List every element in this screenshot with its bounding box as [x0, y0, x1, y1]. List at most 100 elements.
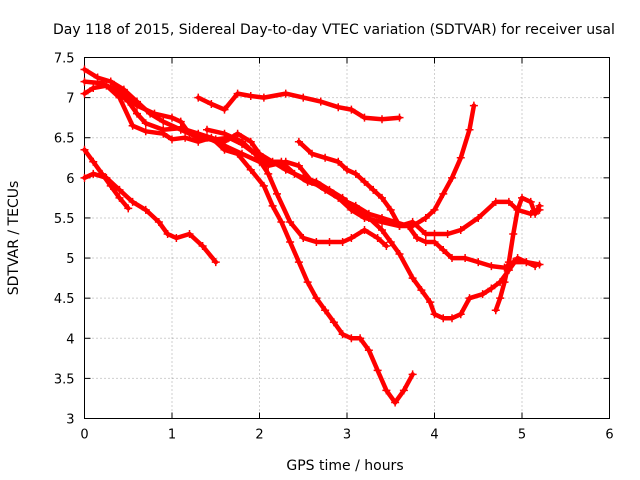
data-point: [198, 242, 207, 251]
data-point: [487, 262, 496, 271]
data-point: [487, 284, 496, 293]
series-line: [296, 103, 477, 229]
data-point: [347, 105, 356, 114]
data-point: [373, 366, 382, 375]
data-point: [102, 173, 111, 182]
data-point: [220, 145, 229, 154]
data-point: [259, 93, 268, 102]
data-point: [378, 225, 386, 234]
data-point: [338, 238, 347, 247]
data-point: [408, 274, 417, 283]
data-point: [500, 278, 509, 287]
data-point: [386, 238, 395, 247]
x-axis-title: GPS time / hours: [286, 458, 403, 474]
data-point: [146, 109, 155, 118]
data-point: [408, 370, 417, 379]
data-point: [430, 238, 439, 247]
series-6: [80, 169, 220, 267]
data-point: [395, 113, 404, 122]
data-point: [448, 314, 456, 323]
data-point: [312, 238, 321, 247]
y-tick-label: 6.5: [54, 132, 75, 147]
series-line: [493, 195, 542, 313]
data-point: [286, 238, 295, 247]
series-10: [491, 193, 544, 315]
data-point: [316, 181, 325, 190]
data-point: [80, 173, 89, 182]
data-point: [128, 121, 137, 130]
data-point: [207, 100, 216, 109]
data-point: [456, 225, 465, 234]
data-point: [102, 81, 111, 90]
x-tick-label: 0: [80, 428, 88, 443]
data-point: [334, 103, 343, 112]
data-point: [535, 260, 544, 269]
data-point: [491, 306, 500, 315]
series-3: [80, 77, 391, 251]
data-point: [124, 97, 133, 106]
data-point: [382, 386, 391, 395]
data-point: [251, 149, 260, 158]
data-point: [294, 137, 303, 146]
data-point: [395, 250, 404, 259]
data-point: [448, 173, 456, 182]
data-point: [277, 157, 286, 166]
data-point: [518, 193, 526, 202]
data-point: [474, 258, 483, 267]
tick-marks: [84, 57, 610, 419]
series-1: [194, 89, 404, 124]
data-point: [535, 201, 544, 210]
x-tick-label: 2: [255, 428, 263, 443]
data-point: [128, 197, 137, 206]
data-point: [456, 310, 465, 319]
data-point: [181, 133, 190, 142]
series-line: [82, 83, 415, 405]
data-point: [303, 177, 312, 186]
data-point: [369, 185, 378, 194]
x-tick-label: 5: [518, 428, 526, 443]
data-point: [299, 234, 308, 242]
data-point: [360, 113, 369, 122]
data-point: [159, 117, 168, 126]
data-point: [220, 129, 229, 138]
data-point: [448, 254, 456, 263]
y-tick-labels: 3 3.5 4 4.5 5 5.5 6 6.5 7 7.5: [54, 52, 75, 428]
data-point: [325, 238, 334, 247]
data-point: [378, 193, 386, 202]
y-tick-label: 7.5: [54, 52, 75, 67]
data-point: [526, 197, 535, 206]
data-point: [347, 334, 356, 343]
data-point: [89, 83, 98, 92]
data-point: [364, 346, 373, 355]
data-point: [168, 135, 176, 144]
data-point: [308, 149, 316, 158]
data-point: [246, 137, 255, 146]
chart-title: Day 118 of 2015, Sidereal Day-to-day VTE…: [53, 22, 615, 38]
data-point: [194, 133, 203, 142]
data-point: [347, 234, 356, 242]
data-point: [496, 294, 505, 303]
data-point: [321, 153, 330, 162]
data-point: [286, 217, 295, 226]
data-point: [417, 286, 426, 295]
data-point: [80, 77, 89, 86]
data-point: [93, 73, 102, 82]
data-point: [115, 185, 124, 194]
data-point: [80, 89, 89, 98]
series-4: [80, 81, 417, 407]
data-point: [115, 193, 124, 202]
data-point: [89, 157, 98, 166]
data-point: [329, 189, 338, 198]
data-point: [426, 298, 435, 307]
data-point: [264, 157, 273, 166]
data-point: [364, 209, 373, 218]
data-point: [413, 234, 421, 242]
y-tick-label: 7: [66, 92, 74, 107]
data-point: [321, 306, 330, 315]
data-point: [478, 290, 487, 299]
data-point: [273, 189, 281, 198]
data-point: [119, 85, 128, 94]
data-point: [80, 65, 89, 74]
data-point: [80, 145, 89, 154]
data-point: [338, 330, 347, 339]
